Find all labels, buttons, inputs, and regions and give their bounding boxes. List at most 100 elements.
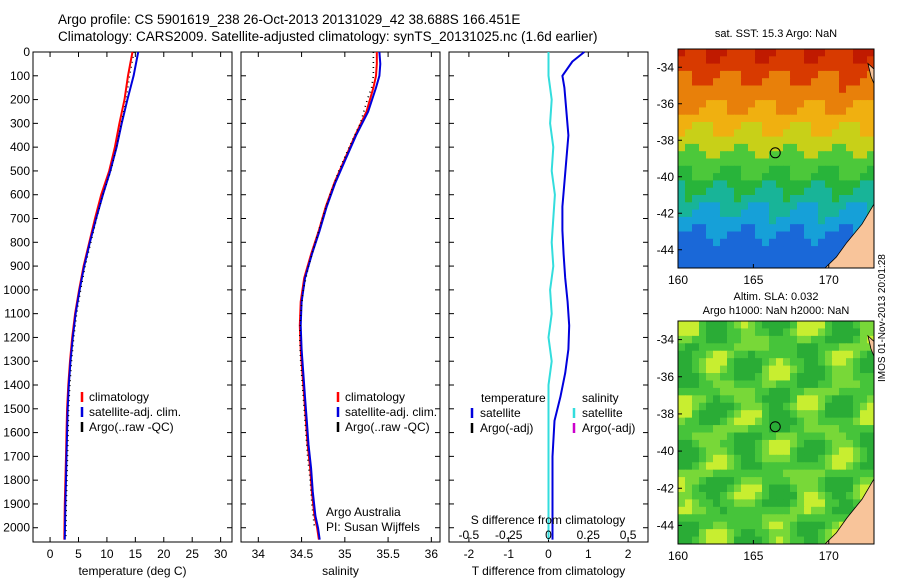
legend-label: Argo(-adj) — [480, 421, 533, 435]
map-cell — [867, 49, 874, 57]
map-cell — [839, 70, 847, 79]
map-cell — [839, 173, 847, 181]
map-cell — [790, 114, 798, 123]
map-cell — [699, 439, 707, 448]
map-cell — [853, 49, 861, 57]
map-cell — [839, 143, 847, 152]
map-cell — [713, 514, 721, 523]
map-cell — [783, 136, 791, 145]
map-cell — [811, 506, 819, 515]
map-cell — [685, 469, 693, 478]
map-cell — [818, 114, 826, 123]
map-cell — [685, 238, 693, 247]
map-cell — [720, 321, 728, 330]
map-cell — [783, 260, 791, 268]
map-cell — [860, 85, 868, 94]
map-cell — [776, 462, 784, 471]
map-cell — [825, 70, 833, 79]
map-cell — [713, 425, 721, 434]
map-cell — [832, 491, 840, 500]
series-line — [63, 51, 140, 540]
map-cell — [699, 335, 707, 344]
map-cell — [776, 70, 784, 79]
map-cell — [825, 180, 833, 189]
map-cell — [776, 187, 784, 196]
map-cell — [811, 529, 819, 538]
map-cell — [692, 462, 700, 471]
map-cell — [741, 447, 749, 456]
map-cell — [804, 63, 812, 72]
map-cell — [748, 417, 756, 426]
map-cell — [776, 447, 784, 456]
map-cell — [762, 151, 770, 160]
map-cell — [755, 180, 763, 189]
map-cell — [839, 85, 847, 94]
map-cell — [846, 78, 854, 87]
map-cell — [769, 380, 777, 389]
map-cell — [769, 321, 777, 330]
map-cell — [741, 491, 749, 500]
map-cell — [811, 499, 819, 508]
map-cell — [853, 350, 861, 359]
y-tick-label: 300 — [10, 116, 30, 130]
map-cell — [678, 202, 686, 211]
map-cell — [769, 521, 777, 530]
map-cell — [762, 92, 770, 101]
map-cell — [720, 432, 728, 441]
map-cell — [769, 373, 777, 382]
map-cell — [818, 85, 826, 94]
map-cell — [783, 439, 791, 448]
map-cell — [769, 454, 777, 463]
map-cell — [713, 447, 721, 456]
map-cell — [762, 85, 770, 94]
map-cell — [755, 209, 763, 218]
map-cell — [867, 328, 874, 337]
legend-label: Argo(..raw -QC) — [89, 420, 174, 434]
map-cell — [769, 402, 777, 411]
map-cell — [804, 85, 812, 94]
map-cell — [685, 143, 693, 152]
map-cell — [713, 136, 721, 145]
map-cell — [776, 477, 784, 486]
map-cell — [699, 321, 707, 330]
map-cell — [811, 246, 819, 254]
map-cell — [692, 143, 700, 152]
map-cell — [727, 358, 735, 367]
map-cell — [713, 224, 721, 233]
map-cell — [783, 85, 791, 94]
map-cell — [832, 477, 840, 486]
map-cell — [797, 100, 805, 108]
map-cell — [797, 380, 805, 389]
map-cell — [727, 63, 735, 72]
map-cell — [748, 114, 756, 123]
map-cell — [769, 92, 777, 101]
map-cell — [790, 373, 798, 382]
map-cell — [720, 469, 728, 478]
map-cell — [846, 499, 854, 508]
map-cell — [755, 506, 763, 515]
map-cell — [769, 56, 777, 65]
map-cell — [748, 195, 756, 203]
map-cell — [762, 78, 770, 87]
map-cell — [783, 70, 791, 79]
map-cell — [867, 432, 874, 441]
map-cell — [797, 129, 805, 138]
map-cell — [804, 491, 812, 500]
legend-label: Argo(..raw -QC) — [345, 420, 430, 434]
map-cell — [797, 165, 805, 174]
map-cell — [755, 56, 763, 65]
map-cell — [776, 454, 784, 463]
map-cell — [762, 260, 770, 268]
map-cell — [818, 136, 826, 145]
map-cell — [734, 260, 742, 268]
map-cell — [734, 506, 742, 515]
map-cell — [748, 151, 756, 160]
map-cell — [776, 514, 784, 523]
map-cell — [832, 469, 840, 478]
series-line — [298, 52, 375, 528]
map-cell — [790, 506, 798, 515]
map-cell — [678, 122, 686, 130]
map-cell — [769, 387, 777, 396]
map-cell — [783, 165, 791, 174]
